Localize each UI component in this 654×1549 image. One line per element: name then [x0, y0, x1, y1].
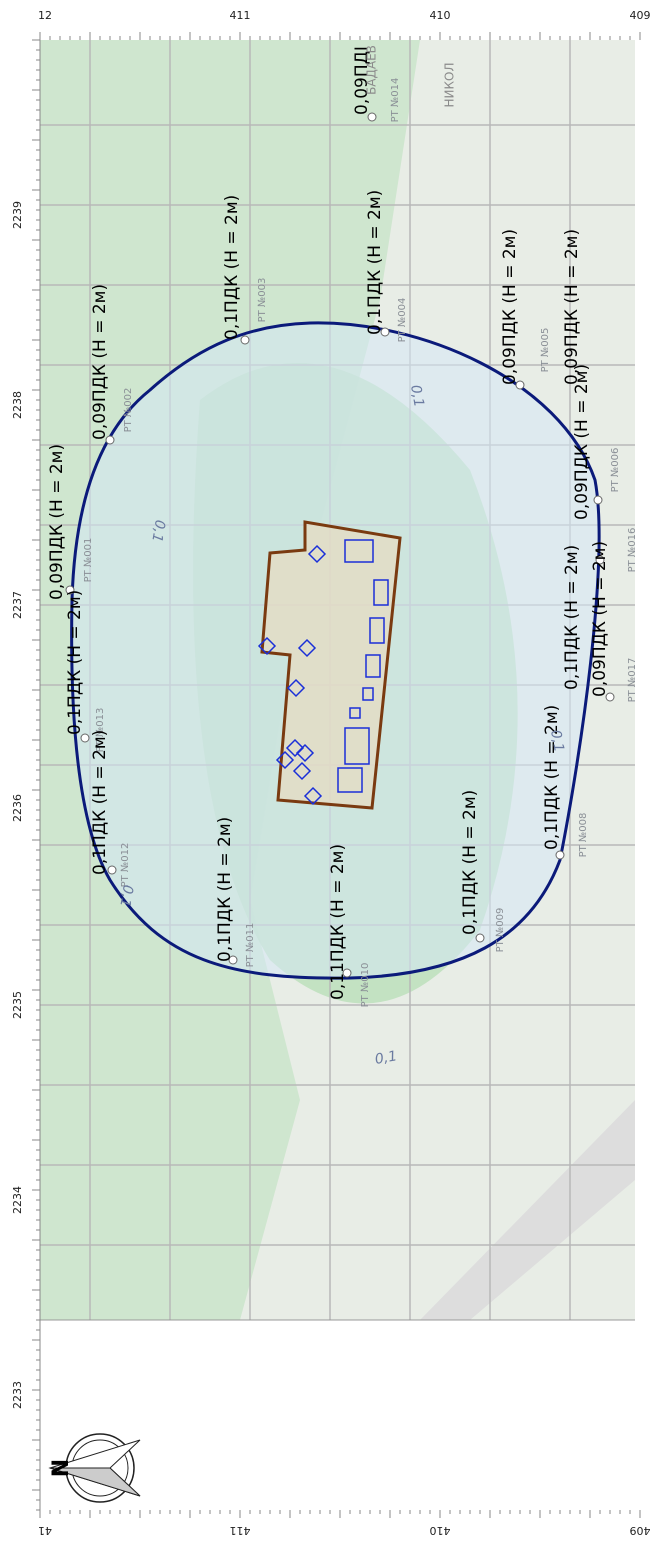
point-label: РТ №011 — [245, 923, 256, 968]
point-label: РТ №012 — [120, 843, 131, 888]
x-tick-label: 410 — [430, 9, 451, 22]
point-marker — [380, 327, 390, 337]
point-label: РТ №008 — [578, 813, 589, 858]
legend-area — [0, 1320, 654, 1545]
isoline-label: 0,1 — [374, 1048, 399, 1068]
contour-label: 0,09ПДК (Н = 2м) — [562, 229, 582, 385]
site-objects — [257, 539, 389, 806]
point-marker — [555, 850, 565, 860]
y-tick-label: 2237 — [11, 591, 24, 619]
x-tick-label: 409 — [630, 1524, 651, 1537]
isoline-label: 0,1 — [148, 519, 168, 544]
point-label: РТ №005 — [540, 328, 551, 373]
contour-label: 0,1ПДК (Н = 2м) — [460, 790, 480, 935]
point-marker — [240, 335, 250, 345]
site-boundary — [260, 520, 402, 810]
contour-label: 0,1ПДК (Н = 2м) — [90, 730, 110, 875]
contour-label: 0,09ПДК (Н = 2м) — [590, 541, 610, 697]
point-label: РТ №017 — [627, 658, 638, 703]
contour-label: 0,1ПДК (Н = 2м) — [542, 705, 562, 850]
contour-label: 0,09ПДК (Н = 2м) — [90, 284, 110, 440]
point-marker — [228, 955, 238, 965]
y-tick-label: 2235 — [11, 991, 24, 1019]
place-label: БАДАЕВ — [365, 45, 379, 95]
point-marker — [605, 692, 615, 702]
point-label: РТ №009 — [495, 908, 506, 953]
y-tick-label: 2233 — [11, 1381, 24, 1409]
point-marker — [515, 380, 525, 390]
compass-label: N — [49, 1459, 74, 1477]
contour-label: 0,09ПДК (Н = 2м) — [47, 444, 67, 600]
contour-label: 0,09ПДК (Н = 2м) — [572, 364, 592, 520]
road — [420, 1100, 635, 1320]
x-tick-label: 410 — [430, 1524, 451, 1537]
x-tick-label: 409 — [630, 9, 651, 22]
point-marker — [105, 435, 115, 445]
contour-label: 0,1ПДК (Н = 2м) — [215, 817, 235, 962]
contour-label: 0,1ПДК (Н = 2м) — [222, 195, 242, 340]
y-tick-label: 2239 — [11, 201, 24, 229]
isoline-label: 0,1 — [116, 884, 136, 909]
point-marker — [593, 495, 603, 505]
point-marker — [367, 112, 377, 122]
y-tick-label: 2238 — [11, 391, 24, 419]
y-tick-label: 2236 — [11, 794, 24, 822]
contour-label: 0,11ПДК (Н = 2м) — [328, 844, 348, 1000]
point-marker — [342, 968, 352, 978]
point-label: РТ №004 — [397, 298, 408, 343]
isoline-label: 0,1 — [407, 384, 427, 409]
point-label: РТ №006 — [610, 448, 621, 493]
point-label: РТ №002 — [123, 388, 134, 433]
point-marker — [595, 555, 605, 565]
point-label: РТ №013 — [95, 708, 106, 753]
point-label: РТ №001 — [83, 538, 94, 583]
x-tick-label: 12 — [38, 9, 52, 22]
point-marker — [107, 865, 117, 875]
contour-label: 0,1ПДК (Н = 2м) — [65, 590, 85, 735]
point-label: РТ №016 — [627, 528, 638, 573]
point-label: РТ №010 — [360, 963, 371, 1008]
contour-label: 0,09ПДК (Н = 2м) — [500, 229, 520, 385]
x-tick-label: 411 — [230, 9, 251, 22]
y-tick-label: 2234 — [11, 1186, 24, 1214]
point-marker — [80, 733, 90, 743]
x-tick-label: 41 — [38, 1524, 52, 1537]
contour-label: 0,1ПДК (Н = 2м) — [562, 545, 582, 690]
point-label: РТ №003 — [257, 278, 268, 323]
place-label: НИКОЛ — [443, 63, 457, 108]
contour-label: 0,09ПДІ — [352, 46, 372, 115]
x-tick-label: 411 — [230, 1524, 251, 1537]
contour-label: 0,1ПДК (Н = 2м) — [365, 190, 385, 335]
compass — [48, 1433, 141, 1503]
isoline-label: 0,1 — [547, 729, 567, 754]
point-marker — [475, 933, 485, 943]
point-marker — [65, 585, 75, 595]
point-label: РТ №014 — [390, 78, 401, 123]
